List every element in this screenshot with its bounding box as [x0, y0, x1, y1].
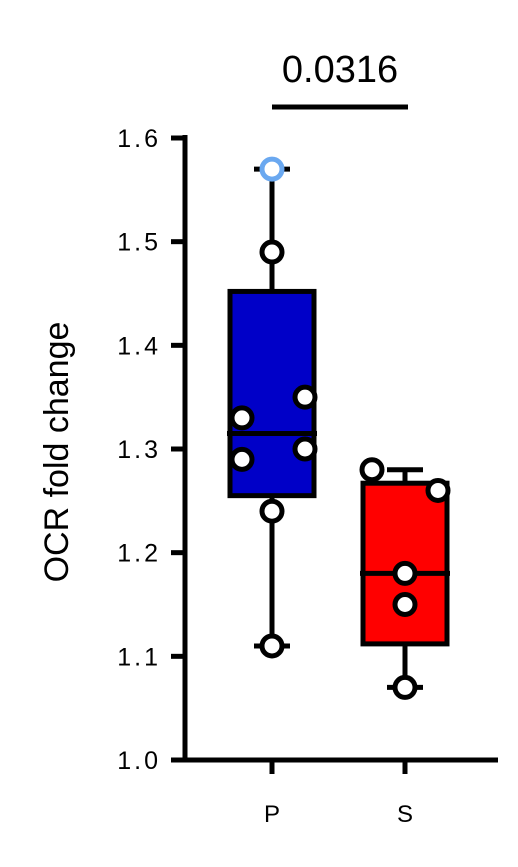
y-tick-label: 1.0	[117, 747, 161, 775]
y-axis-title: OCR fold change	[38, 322, 76, 583]
box-group-S	[360, 467, 450, 690]
boxes	[227, 166, 450, 690]
y-tick-label: 1.2	[117, 540, 161, 568]
y-tick-label: 1.1	[117, 643, 161, 671]
data-point	[229, 446, 255, 472]
data-point	[292, 384, 318, 410]
data-point	[229, 405, 255, 431]
x-tick-label: P	[264, 801, 280, 828]
data-point	[259, 633, 285, 659]
data-point	[392, 592, 418, 617]
axes: 1.0 1.1 1.2 1.3 1.4 1.5 1.6 P S	[117, 125, 498, 828]
data-point	[392, 560, 418, 586]
data-point	[259, 498, 285, 524]
y-tick-label: 1.4	[117, 332, 161, 360]
y-tick-label: 1.5	[117, 229, 161, 257]
labels: OCR fold change 0.0316	[38, 49, 408, 582]
data-points	[229, 156, 451, 700]
data-point	[292, 436, 318, 462]
y-tick-label: 1.3	[117, 436, 161, 464]
data-point	[259, 156, 285, 182]
data-point	[425, 477, 451, 503]
y-tick-label: 1.6	[117, 125, 161, 153]
x-tick-label: S	[397, 801, 413, 828]
p-value-annotation: 0.0316	[282, 49, 398, 91]
data-point	[392, 674, 418, 700]
data-point	[359, 457, 385, 483]
data-point	[259, 239, 285, 265]
